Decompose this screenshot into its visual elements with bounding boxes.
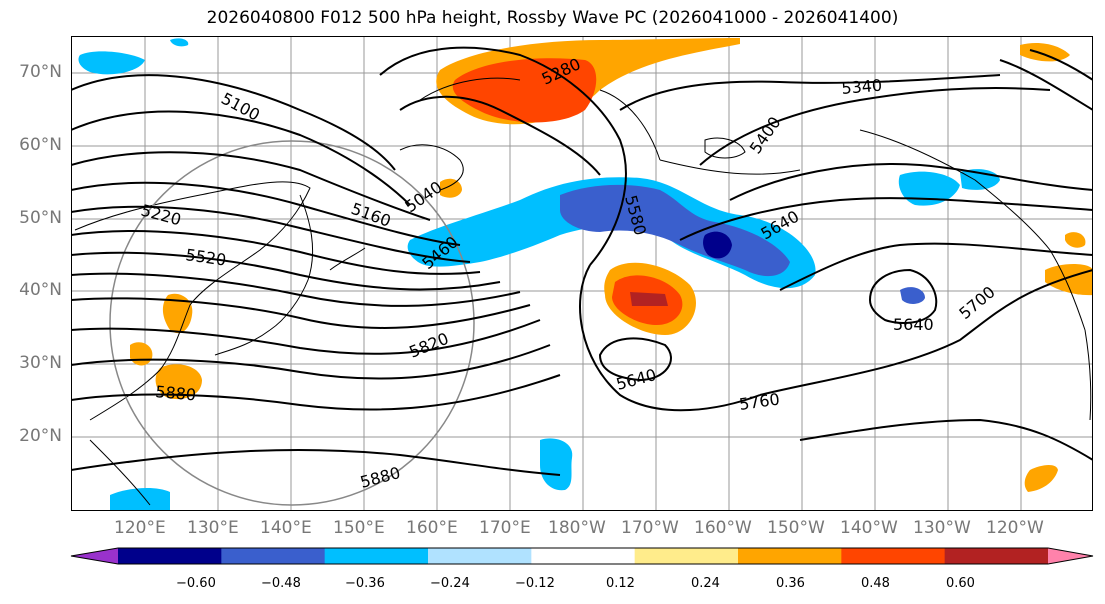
map-frame — [71, 36, 1093, 511]
colorbar-tick: −0.48 — [261, 576, 301, 591]
negative-anomaly — [110, 488, 170, 511]
negative-anomaly — [900, 287, 925, 304]
lon-label: 170°W — [621, 518, 679, 538]
colorbar-tick: 0.24 — [691, 576, 720, 591]
colorbar-tick: −0.60 — [176, 576, 216, 591]
lon-label: 130°E — [187, 518, 239, 538]
negative-anomaly — [703, 231, 732, 259]
colorbar-tick: 0.12 — [606, 576, 635, 591]
lon-label: 160°W — [694, 518, 752, 538]
colorbar-tick: 0.48 — [861, 576, 890, 591]
positive-anomaly — [1024, 465, 1058, 492]
lon-label: 170°E — [479, 518, 531, 538]
colorbar-tick: −0.24 — [430, 576, 470, 591]
positive-anomaly — [1045, 264, 1093, 296]
negative-anomaly — [78, 51, 145, 75]
positive-anomaly — [155, 364, 202, 400]
height-contours — [71, 46, 1093, 476]
negative-anomaly — [540, 438, 573, 491]
lat-label: 70°N — [19, 62, 62, 82]
positive-anomaly — [452, 58, 597, 123]
domain-circle — [109, 140, 475, 506]
lon-label: 120°E — [114, 518, 166, 538]
contour-label: 5640 — [893, 315, 934, 334]
lon-label: 130°W — [913, 518, 971, 538]
colorbar-tick: −0.36 — [345, 576, 385, 591]
contour-labels: 5100 5280 5340 5400 5220 5160 5040 5580 … — [139, 54, 999, 492]
contour-label: 5880 — [155, 382, 197, 404]
positive-anomaly — [1020, 43, 1070, 62]
positive-anomaly — [1065, 232, 1086, 248]
negative-anomaly — [560, 184, 790, 277]
positive-anomaly — [440, 178, 462, 198]
lon-label: 180°W — [548, 518, 606, 538]
contour-label: 5340 — [841, 76, 883, 98]
lon-label: 120°W — [986, 518, 1044, 538]
negative-anomaly — [407, 177, 816, 289]
map-title: 2026040800 F012 500 hPa height, Rossby W… — [206, 8, 899, 28]
lon-label: 140°W — [840, 518, 898, 538]
colorbar-tick: −0.12 — [515, 576, 555, 591]
lon-label: 140°E — [260, 518, 312, 538]
negative-anomaly — [170, 38, 189, 47]
lat-label: 40°N — [19, 280, 62, 300]
lat-label: 20°N — [19, 426, 62, 446]
lon-label: 150°E — [333, 518, 385, 538]
colorbar-tick: 0.60 — [946, 576, 975, 591]
positive-anomaly — [162, 293, 193, 334]
lon-label: 160°E — [406, 518, 458, 538]
lat-label: 50°N — [19, 208, 62, 228]
anomaly-shading — [78, 38, 1093, 511]
negative-anomaly — [898, 171, 960, 206]
lat-label: 30°N — [19, 353, 62, 373]
lat-label: 60°N — [19, 135, 62, 155]
lon-label: 150°W — [767, 518, 825, 538]
positive-anomaly — [630, 292, 668, 306]
colorbar-tick: 0.36 — [776, 576, 805, 591]
